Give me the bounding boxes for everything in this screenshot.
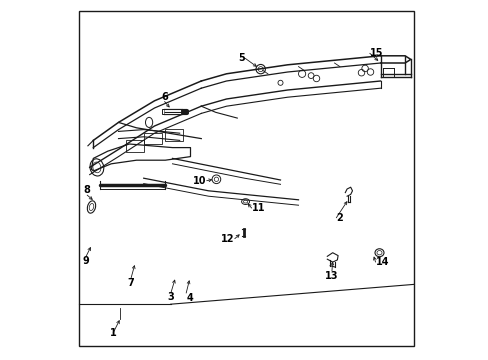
Text: 5: 5 bbox=[238, 53, 244, 63]
Text: 9: 9 bbox=[82, 256, 89, 266]
Text: 7: 7 bbox=[127, 278, 134, 288]
Text: 3: 3 bbox=[167, 292, 174, 302]
Text: 14: 14 bbox=[375, 257, 388, 267]
Text: 1: 1 bbox=[109, 328, 116, 338]
Text: 2: 2 bbox=[336, 213, 343, 223]
Text: 15: 15 bbox=[369, 48, 383, 58]
Text: 12: 12 bbox=[221, 234, 234, 244]
Text: 11: 11 bbox=[251, 203, 264, 213]
Text: 8: 8 bbox=[83, 185, 90, 195]
Text: 13: 13 bbox=[325, 271, 338, 281]
Text: 6: 6 bbox=[161, 91, 167, 102]
Text: 10: 10 bbox=[193, 176, 206, 186]
Bar bbox=[162, 109, 184, 114]
Text: 4: 4 bbox=[186, 293, 193, 303]
